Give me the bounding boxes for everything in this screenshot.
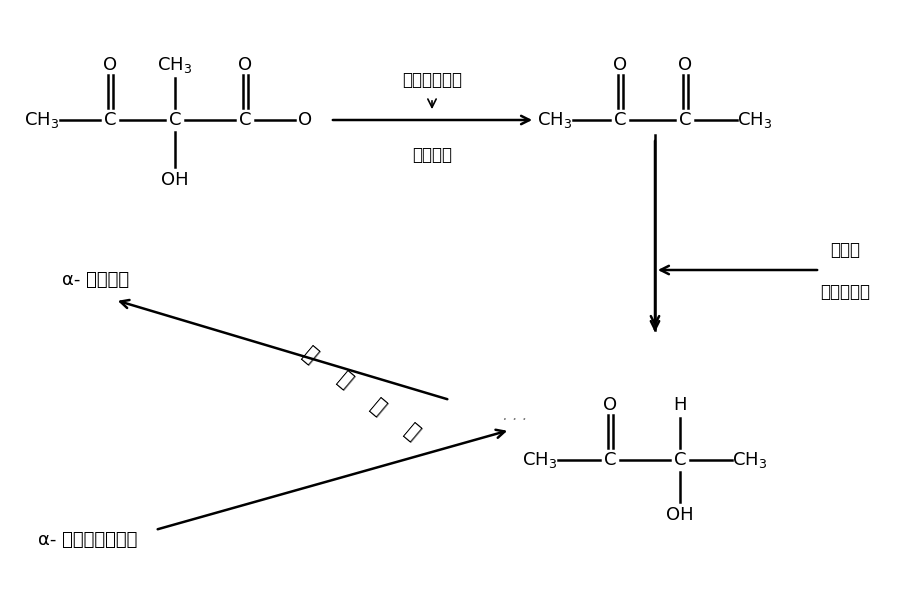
Text: C: C bbox=[614, 111, 626, 129]
Text: 应: 应 bbox=[401, 420, 424, 443]
Text: O: O bbox=[238, 56, 252, 74]
Text: $\mathsf{CH_3}$: $\mathsf{CH_3}$ bbox=[737, 110, 773, 130]
Text: $\mathsf{CH_3}$: $\mathsf{CH_3}$ bbox=[522, 450, 558, 470]
Text: C: C bbox=[604, 451, 616, 469]
Text: O: O bbox=[103, 56, 117, 74]
Text: OH: OH bbox=[161, 171, 189, 189]
Text: $\mathsf{CH_3}$: $\mathsf{CH_3}$ bbox=[732, 450, 768, 470]
Text: C: C bbox=[239, 111, 251, 129]
Text: α- 乙酰乳酸: α- 乙酰乳酸 bbox=[62, 271, 129, 289]
Text: 慢速反应: 慢速反应 bbox=[412, 146, 452, 164]
Text: $\mathsf{CH_3}$: $\mathsf{CH_3}$ bbox=[25, 110, 59, 130]
Text: O: O bbox=[678, 56, 692, 74]
Text: O: O bbox=[613, 56, 627, 74]
Text: . . .: . . . bbox=[503, 408, 527, 423]
Text: C: C bbox=[674, 451, 686, 469]
Text: $\mathsf{CH_3}$: $\mathsf{CH_3}$ bbox=[158, 55, 192, 75]
Text: $\mathsf{CH_3}$: $\mathsf{CH_3}$ bbox=[537, 110, 573, 130]
Text: C: C bbox=[104, 111, 117, 129]
Text: 双乙酰: 双乙酰 bbox=[830, 241, 860, 259]
Text: C: C bbox=[679, 111, 691, 129]
Text: 反: 反 bbox=[367, 395, 389, 419]
Text: 自然氧化脱羧: 自然氧化脱羧 bbox=[402, 71, 462, 89]
Text: α- 乙酰乳酸脱羧酶: α- 乙酰乳酸脱羧酶 bbox=[38, 531, 138, 549]
Text: 速: 速 bbox=[333, 368, 356, 392]
Text: OH: OH bbox=[666, 506, 694, 524]
Text: H: H bbox=[673, 396, 687, 414]
Text: O: O bbox=[603, 396, 617, 414]
Text: O: O bbox=[298, 111, 312, 129]
Text: 快: 快 bbox=[299, 343, 322, 367]
Text: C: C bbox=[169, 111, 181, 129]
Text: 酵母还原酶: 酵母还原酶 bbox=[820, 283, 870, 301]
